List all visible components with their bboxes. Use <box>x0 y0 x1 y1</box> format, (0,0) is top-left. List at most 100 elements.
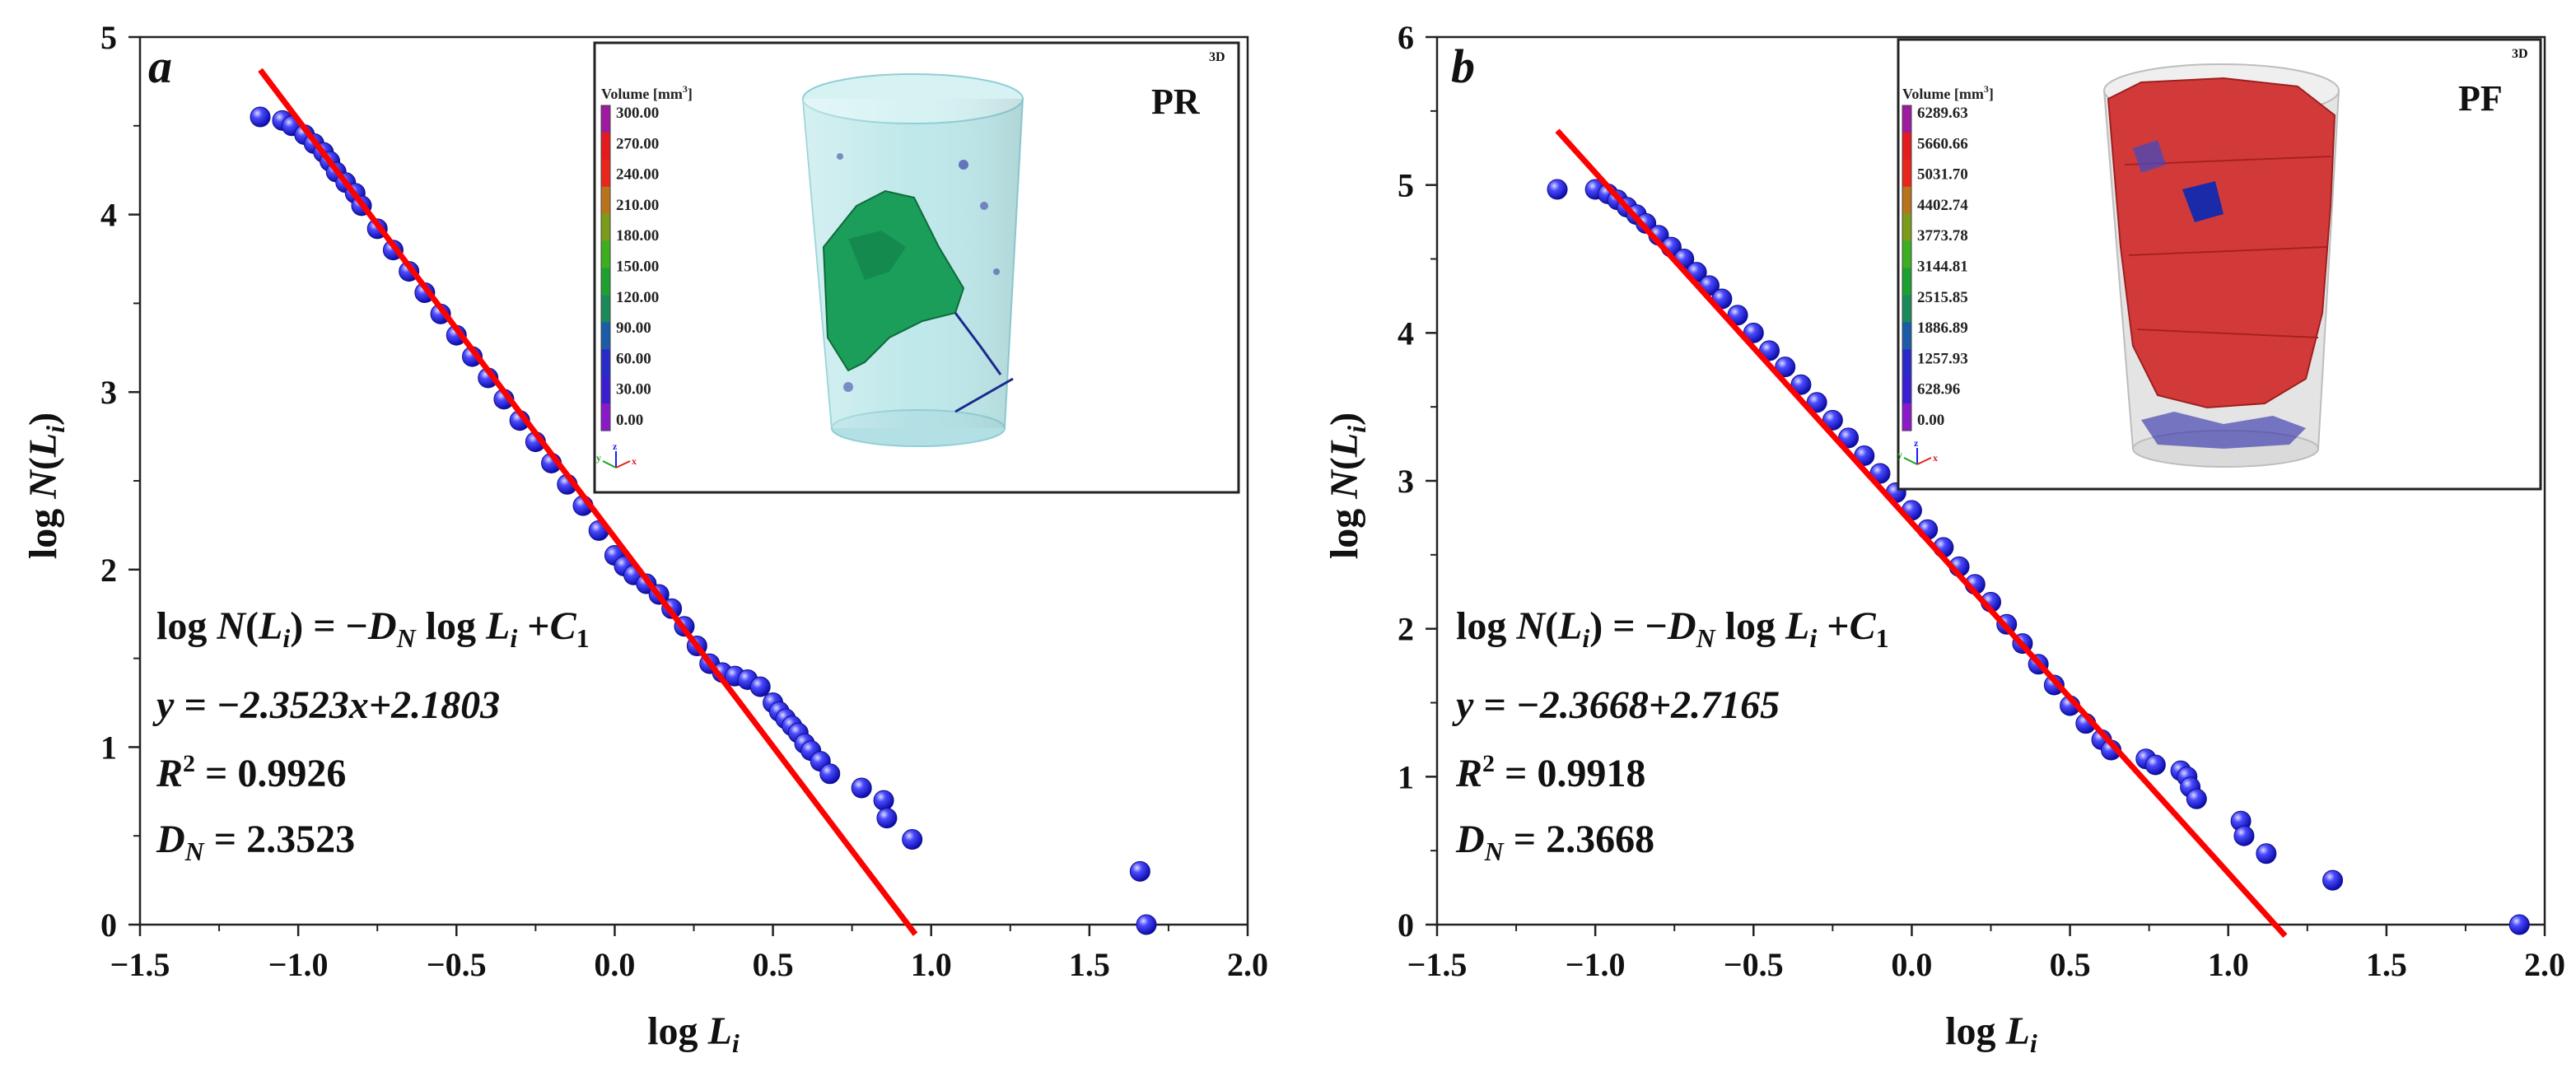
colorbar-label: 210.00 <box>616 197 659 214</box>
colorbar-label: 3144.81 <box>1917 259 1968 276</box>
colorbar-segment <box>601 240 610 269</box>
colorbar-segment <box>1902 132 1911 161</box>
colorbar-label: 270.00 <box>616 135 659 152</box>
colorbar-label: 300.00 <box>616 105 659 122</box>
svg-text:x: x <box>632 455 637 467</box>
x-tick-label: 1.0 <box>2208 946 2249 983</box>
colorbar-segment <box>601 295 610 323</box>
y-tick-label: 2 <box>100 552 117 589</box>
colorbar-label: 180.00 <box>616 227 659 245</box>
colorbar-segment <box>1902 268 1911 296</box>
colorbar-segment <box>601 132 610 161</box>
data-point <box>2322 869 2344 891</box>
colorbar-segment <box>601 322 610 350</box>
colorbar-segment <box>1902 295 1911 323</box>
axis-ticks: −1.5 −1.0 −0.5 0.0 0.5 1.0 1.5 2.0 0 1 2 3 4 5 <box>100 19 1268 983</box>
colorbar-segment <box>601 376 610 404</box>
x-tick-label: 1.5 <box>2366 946 2407 983</box>
colorbar-label: 90.00 <box>616 319 651 337</box>
colorbar-segment <box>601 186 610 215</box>
data-point <box>749 676 771 697</box>
svg-text:x: x <box>1933 452 1938 464</box>
x-tick-label: 0.5 <box>753 946 794 983</box>
colorbar-label: 4402.74 <box>1917 197 1968 214</box>
equation-dn: DN = 2.3523 <box>156 818 355 866</box>
data-point <box>2233 825 2255 846</box>
equation-fit: y = −2.3668+2.7165 <box>1452 683 1780 727</box>
data-point <box>1806 392 1827 413</box>
axis-triad-icon: z x y <box>1897 437 1938 465</box>
equation-r2: R2 = 0.9926 <box>156 750 346 795</box>
data-point <box>902 829 923 851</box>
svg-text:z: z <box>1914 437 1919 449</box>
colorbar <box>1902 105 1912 431</box>
svg-text:y: y <box>1897 449 1902 460</box>
colorbar-label: 1257.93 <box>1917 350 1968 367</box>
inset-sample-label: PF <box>2458 78 2503 119</box>
y-tick-label: 3 <box>100 374 117 411</box>
x-axis-label: log Li <box>647 1009 740 1058</box>
panel-label: a <box>148 40 172 93</box>
y-tick-label: 3 <box>1398 463 1414 500</box>
y-tick-label: 4 <box>1398 315 1414 352</box>
rock-sample-image <box>801 73 1024 447</box>
data-point <box>2508 914 2530 935</box>
colorbar-label: 150.00 <box>616 259 659 276</box>
colorbar-label: 628.96 <box>1917 381 1960 399</box>
colorbar-labels: 6289.63 5660.66 5031.70 4402.74 3773.78 3144.… <box>1917 105 1968 429</box>
data-point <box>819 763 841 785</box>
equation-block: log N(Li) = −DN log Li +C1 y = −2.3668+2… <box>1452 604 1889 866</box>
x-tick-label: 0.0 <box>1891 946 1932 983</box>
x-tick-label: −1.0 <box>268 946 329 983</box>
y-axis-label: log N(Li) <box>21 412 70 559</box>
data-point <box>250 106 271 128</box>
colorbar-outline <box>1902 105 1912 431</box>
inset-3d-tag: 3D <box>1209 50 1225 64</box>
inset-3d-render: 3D PR Volume [mm3] 300.00 270.00 240.00 210… <box>593 41 1240 494</box>
x-tick-label: 0.5 <box>2050 946 2091 983</box>
data-point <box>1775 357 1796 378</box>
data-point <box>1136 914 1157 935</box>
equation-fit: y = −2.3523x+2.1803 <box>152 683 500 727</box>
x-tick-label: 1.5 <box>1069 946 1110 983</box>
data-point <box>873 790 894 811</box>
colorbar-segment <box>601 213 610 242</box>
colorbar-segment <box>1902 159 1911 188</box>
colorbar-label: 6289.63 <box>1917 105 1968 122</box>
colorbar-outline <box>600 105 611 431</box>
data-point <box>1636 212 1657 234</box>
legend-title: Volume [mm3] <box>1902 83 1994 102</box>
colorbar-label: 120.00 <box>616 289 659 306</box>
x-tick-label: 0.0 <box>594 946 635 983</box>
x-tick-label: 2.0 <box>1227 946 1268 983</box>
axis-ticks: −1.5 −1.0 −0.5 0.0 0.5 1.0 1.5 2.0 0 1 2 3 4 5 6 <box>1398 19 2565 983</box>
colorbar-label: 240.00 <box>616 166 659 184</box>
colorbar-segment <box>601 159 610 188</box>
colorbar-segment <box>1902 213 1911 242</box>
equation-dn: DN = 2.3668 <box>1455 818 1654 866</box>
x-tick-label: −1.0 <box>1566 946 1626 983</box>
colorbar-segment <box>601 268 610 296</box>
equation-block: log N(Li) = −DN log Li +C1 y = −2.3523x+… <box>152 604 590 866</box>
panel-a: −1.5 −1.0 −0.5 0.0 0.5 1.0 1.5 2.0 0 1 2 3 4 5 a log … <box>21 19 1268 1058</box>
colorbar-segment <box>1902 186 1911 215</box>
data-point <box>1790 374 1812 395</box>
y-tick-label: 0 <box>1398 907 1414 944</box>
colorbar-segment <box>1902 376 1911 404</box>
panel-b: −1.5 −1.0 −0.5 0.0 0.5 1.0 1.5 2.0 0 1 2 3 4 5 6 b log… <box>1323 19 2565 1058</box>
colorbar-label: 5031.70 <box>1917 166 1968 184</box>
colorbar-segment <box>1902 349 1911 377</box>
fit-line <box>258 68 918 936</box>
colorbar-segment <box>601 403 610 431</box>
colorbar-segment <box>1902 403 1911 431</box>
colorbar-label: 1886.89 <box>1917 319 1968 337</box>
panel-label: b <box>1451 40 1475 93</box>
axis-triad-icon: z x y <box>596 440 637 468</box>
y-tick-label: 5 <box>1398 167 1414 204</box>
colorbar-label: 3773.78 <box>1917 227 1968 245</box>
x-tick-label: −0.5 <box>1724 946 1784 983</box>
data-point <box>876 808 898 829</box>
x-tick-label: −1.5 <box>110 946 170 983</box>
x-axis-label: log Li <box>1945 1009 2037 1058</box>
